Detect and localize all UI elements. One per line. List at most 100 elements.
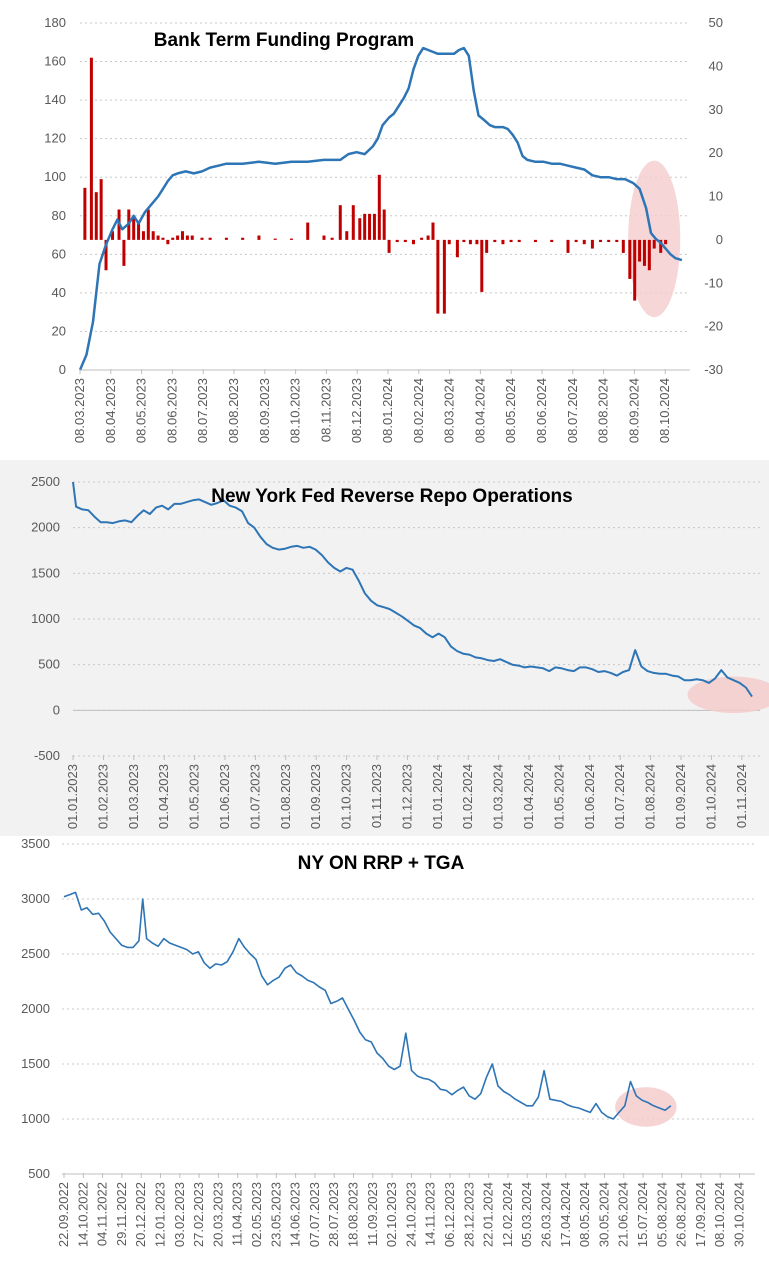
x-tick-label: 01.11.2024: [734, 764, 749, 828]
y-tick-label: 2000: [21, 1001, 50, 1016]
bar: [176, 235, 180, 240]
series-line: [78, 46, 683, 371]
y-tick-label: -30: [704, 362, 723, 377]
btfp-chart-panel: 0 20 40 60 80 100 120 140 160 180 -30 -20 -10 0 10 20 3…: [0, 0, 769, 460]
x-tick-label: 01.08.2023: [278, 764, 293, 829]
y-tick-label: -500: [34, 748, 60, 763]
bar: [582, 239, 586, 245]
bar: [574, 239, 578, 243]
x-tick-label: 12.01.2023: [153, 1182, 168, 1247]
bar: [590, 239, 594, 249]
x-tick-label: 01.07.2023: [247, 764, 262, 829]
y-tick-label: 140: [44, 92, 66, 107]
bar: [462, 239, 466, 243]
bar: [420, 237, 424, 240]
x-tick-label: 08.12.2023: [349, 378, 364, 443]
y-tick-label: 60: [52, 246, 66, 261]
bar: [83, 187, 87, 240]
x-tick-label: 26.03.2024: [539, 1182, 554, 1247]
y-tick-label: 500: [28, 1166, 50, 1181]
bar: [156, 235, 160, 240]
x-tick-label: 27.02.2023: [191, 1182, 206, 1247]
x-tick-label: 30.05.2024: [596, 1182, 611, 1247]
x-tick-label: 01.03.2024: [491, 764, 506, 829]
x-tick-label: 14.11.2023: [423, 1182, 438, 1246]
x-tick-label: 08.09.2024: [626, 378, 641, 443]
x-tick-label: 08.05.2023: [134, 378, 149, 443]
bar: [607, 239, 611, 243]
bar: [442, 239, 446, 314]
y-tick-label: 30: [709, 102, 723, 117]
y-tick-label: 3500: [21, 836, 50, 851]
bar: [257, 235, 261, 240]
bar: [615, 239, 619, 243]
y-tick-label: 80: [52, 208, 66, 223]
highlight-ellipse: [615, 1087, 677, 1127]
y-tick-label: 2500: [31, 474, 60, 489]
x-tick-label: 08.09.2023: [257, 378, 272, 443]
y-tick-label: 20: [52, 323, 66, 338]
bar: [330, 237, 334, 240]
x-tick-label: 22.01.2024: [481, 1182, 496, 1247]
x-tick-label: 08.02.2024: [411, 378, 426, 443]
x-tick-label: 01.09.2024: [673, 764, 688, 829]
bar: [642, 239, 646, 266]
x-tick-label: 14.06.2023: [288, 1182, 303, 1247]
bar: [628, 239, 632, 279]
bar: [550, 239, 554, 243]
x-tick-label: 01.02.2023: [95, 764, 110, 829]
x-tick-label: 08.05.2024: [577, 1182, 592, 1247]
x-tick-label: 03.02.2023: [172, 1182, 187, 1247]
y-tick-label: 100: [44, 169, 66, 184]
chart-title: NY ON RRP + TGA: [298, 853, 465, 874]
x-tick-label: 08.05.2024: [503, 378, 518, 443]
bar: [403, 239, 407, 243]
x-tick-label: 01.05.2023: [187, 764, 202, 829]
x-tick-label: 15.07.2024: [635, 1182, 650, 1247]
x-tick-label: 05.08.2024: [654, 1182, 669, 1247]
y-tick-label: 50: [709, 15, 723, 30]
rrp-tga-chart: 500 1000 1500 2000 2500 3000 3500 22.09.2022 14…: [21, 836, 755, 1247]
bar: [431, 222, 435, 240]
bar: [480, 239, 484, 292]
y-tick-label: 180: [44, 15, 66, 30]
x-tick-label: 01.01.2023: [65, 764, 80, 829]
bar: [566, 239, 570, 253]
bar: [338, 205, 342, 240]
bar: [190, 235, 194, 240]
x-tick-label: 20.12.2022: [133, 1182, 148, 1247]
bar: [485, 239, 489, 253]
y-tick-label: 2000: [31, 520, 60, 535]
x-tick-label: 08.11.2023: [318, 378, 333, 442]
y-tick-label: 2500: [21, 946, 50, 961]
x-tick-label: 01.03.2023: [126, 764, 141, 829]
bar: [289, 238, 293, 240]
y-tick-label: 10: [709, 189, 723, 204]
bar: [200, 237, 204, 240]
bar: [99, 179, 103, 240]
x-tick-label: 08.06.2024: [534, 378, 549, 443]
y-tick-label: 1000: [21, 1111, 50, 1126]
bar: [517, 239, 521, 243]
x-tick-label: 22.09.2022: [56, 1182, 71, 1247]
bar: [455, 239, 459, 258]
x-tick-label: 01.02.2024: [460, 764, 475, 829]
bar: [411, 239, 415, 245]
x-tick-label: 08.06.2023: [164, 378, 179, 443]
x-tick-label: 23.05.2023: [268, 1182, 283, 1247]
bar: [94, 192, 98, 240]
x-tick-label: 17.09.2024: [693, 1182, 708, 1247]
y-tick-label: -20: [704, 319, 723, 334]
x-tick-label: 05.03.2024: [519, 1182, 534, 1247]
x-tick-label: 26.08.2024: [674, 1182, 689, 1247]
bar: [111, 231, 115, 240]
bar: [387, 239, 391, 253]
x-tick-label: 12.02.2024: [500, 1182, 515, 1247]
x-tick-label: 01.01.2024: [430, 764, 445, 829]
x-tick-label: 08.03.2023: [72, 378, 87, 443]
bar: [358, 218, 362, 240]
chart-title: New York Fed Reverse Repo Operations: [211, 486, 572, 507]
x-tick-label: 01.08.2024: [643, 764, 658, 829]
x-tick-label: 02.05.2023: [249, 1182, 264, 1247]
series-line: [72, 481, 753, 698]
